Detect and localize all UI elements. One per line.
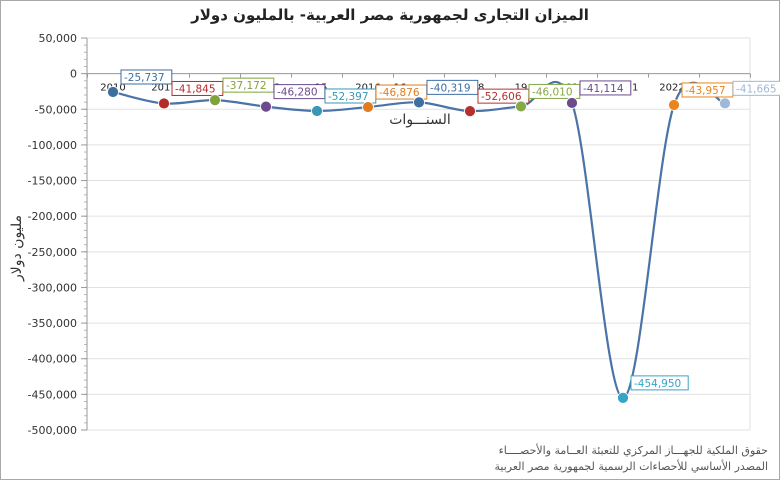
y-tick-label: -450,000 <box>28 388 77 401</box>
copyright-note: حقوق الملكية للجهـــاز المركزي للتعبئة ا… <box>498 444 768 457</box>
chart-title: الميزان التجارى لجمهورية مصر العربية- با… <box>191 6 589 24</box>
y-tick-label: -200,000 <box>28 210 77 223</box>
data-label: -46,280 <box>277 87 318 99</box>
x-tick-label: 2022 <box>659 83 684 94</box>
data-label: -37,172 <box>226 80 267 92</box>
data-point <box>515 100 527 113</box>
data-label: -25,737 <box>124 72 165 84</box>
y-tick-label: -100,000 <box>28 139 77 152</box>
data-point <box>719 97 731 110</box>
data-label-box <box>120 69 173 85</box>
data-label: -46,010 <box>532 86 573 98</box>
data-label: -41,845 <box>175 83 216 95</box>
data-label: -52,606 <box>481 91 522 103</box>
data-point <box>413 96 425 109</box>
data-point <box>566 97 578 109</box>
data-point <box>464 105 476 118</box>
y-tick-label: -150,000 <box>28 175 77 188</box>
data-point <box>311 105 323 117</box>
y-tick-label: -250,000 <box>28 246 77 259</box>
x-tick-label: 21 <box>626 83 639 94</box>
y-tick-label: 0 <box>70 68 77 81</box>
data-label: -52,397 <box>328 91 369 103</box>
data-label: -41,665 <box>736 83 777 95</box>
data-point <box>158 97 170 110</box>
data-label: -40,319 <box>430 82 471 94</box>
data-point <box>362 101 374 113</box>
x-axis-label: السنـــوات <box>389 112 450 128</box>
data-label-box <box>579 80 632 96</box>
data-point <box>107 86 119 98</box>
data-label-box <box>732 80 780 96</box>
y-tick-label: 50,000 <box>39 32 78 45</box>
y-tick-label: -400,000 <box>28 353 77 366</box>
y-tick-label: -50,000 <box>35 103 77 116</box>
y-tick-label: -300,000 <box>28 281 77 294</box>
data-label: -43,957 <box>685 85 726 97</box>
data-point <box>617 391 629 404</box>
x-tick-label: 2011 <box>151 83 176 94</box>
y-tick-label: -350,000 <box>28 317 77 330</box>
data-label: -46,876 <box>379 87 420 99</box>
data-label-box <box>630 375 689 391</box>
y-tick-label: -500,000 <box>28 424 77 437</box>
x-tick-label: 19 <box>515 83 528 94</box>
data-label-box <box>426 79 479 95</box>
data-point <box>209 94 221 107</box>
data-point <box>260 100 272 113</box>
series-line <box>112 80 726 399</box>
data-label: -41,114 <box>583 83 624 95</box>
source-note: المصدر الأساسي للأحصاءات الرسمية لجمهوري… <box>494 460 768 473</box>
data-label: -454,950 <box>634 378 681 390</box>
x-tick-label: 2016 <box>355 83 380 94</box>
data-point <box>668 99 680 111</box>
